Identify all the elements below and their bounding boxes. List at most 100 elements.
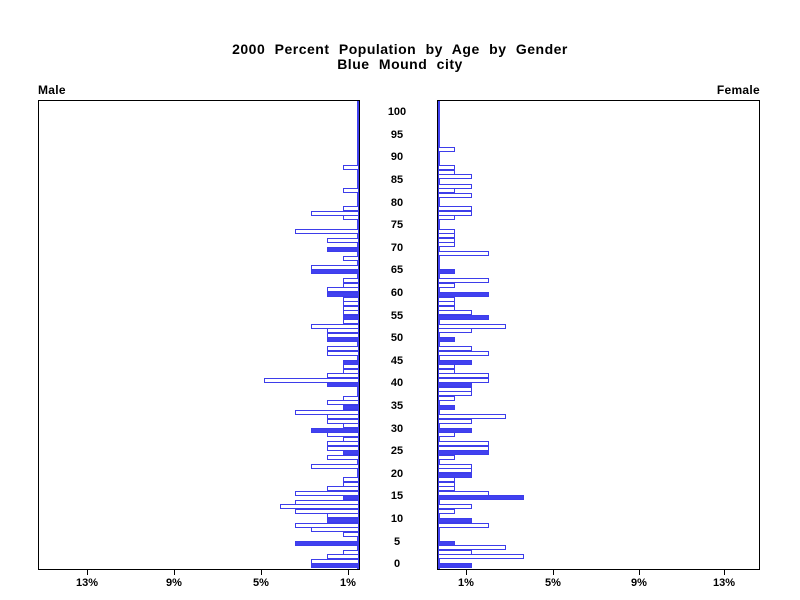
age-label-15: 15 <box>390 490 404 502</box>
age-label-90: 90 <box>390 151 404 163</box>
female-bar-age-53 <box>438 324 506 329</box>
female-bar-age-87 <box>438 170 455 175</box>
female-bar-age-92 <box>438 147 455 152</box>
female-bar-age-18 <box>438 482 455 487</box>
male-bar-age-16 <box>295 491 359 496</box>
age-label-40: 40 <box>390 377 404 389</box>
male-bar-age-60 <box>327 292 359 297</box>
female-bar-age-24 <box>438 455 455 460</box>
female-bar-age-60 <box>438 292 489 297</box>
female-tick-label-5%: 5% <box>545 577 561 589</box>
male-bar-age-55 <box>343 315 359 320</box>
female-bar-age-69 <box>438 251 489 256</box>
male-bar-age-79 <box>343 206 359 211</box>
age-label-85: 85 <box>390 174 404 186</box>
male-bar-age-14 <box>295 500 359 505</box>
age-label-100: 100 <box>387 106 407 118</box>
male-bar-age-43 <box>343 369 359 374</box>
male-tick-label-1%: 1% <box>340 577 356 589</box>
female-bar-age-55 <box>438 315 489 320</box>
female-bar-age-72 <box>438 238 455 243</box>
male-bar-age-68 <box>343 256 359 261</box>
male-bar-age-78 <box>311 211 359 216</box>
female-bar-age-56 <box>438 310 472 315</box>
female-bar-age-10 <box>438 518 472 523</box>
male-tick-13% <box>87 570 88 575</box>
male-bar-age-26 <box>327 446 359 451</box>
age-label-65: 65 <box>390 264 404 276</box>
female-bar-age-50 <box>438 337 455 342</box>
age-label-25: 25 <box>390 445 404 457</box>
male-bar-age-53 <box>311 324 359 329</box>
chart-subtitle: Blue Mound city <box>337 56 463 72</box>
chart-title: 2000 Percent Population by Age by Gender <box>232 41 568 57</box>
female-bar-age-65 <box>438 269 455 274</box>
age-label-30: 30 <box>390 423 404 435</box>
male-bar-age-30 <box>311 428 359 433</box>
male-tick-5% <box>261 570 262 575</box>
age-label-20: 20 <box>390 468 404 480</box>
female-bar-age-41 <box>438 378 489 383</box>
age-label-95: 95 <box>390 129 404 141</box>
male-bar-age-62 <box>343 283 359 288</box>
male-tick-label-9%: 9% <box>166 577 182 589</box>
female-bar-age-4 <box>438 545 506 550</box>
female-bar-age-26 <box>438 446 489 451</box>
female-bar-age-63 <box>438 278 489 283</box>
age-label-70: 70 <box>390 242 404 254</box>
female-bars-panel <box>437 100 760 570</box>
male-bar-age-45 <box>343 360 359 365</box>
male-bar-age-83 <box>343 188 359 193</box>
male-bar-age-57 <box>343 306 359 311</box>
female-bar-age-57 <box>438 306 455 311</box>
female-bar-age-20 <box>438 473 472 478</box>
female-bar-age-0 <box>438 563 472 568</box>
male-bar-age-74 <box>295 229 359 234</box>
female-bar-age-22 <box>438 464 472 469</box>
age-label-75: 75 <box>390 219 404 231</box>
male-panel-label: Male <box>38 83 66 97</box>
female-bar-age-9 <box>438 523 489 528</box>
male-bar-age-70 <box>327 247 359 252</box>
male-bar-age-7 <box>343 532 359 537</box>
age-label-0: 0 <box>393 558 401 570</box>
age-label-35: 35 <box>390 400 404 412</box>
male-bar-age-66 <box>311 265 359 270</box>
age-label-50: 50 <box>390 332 404 344</box>
male-bar-age-37 <box>343 396 359 401</box>
male-bar-age-41 <box>264 378 359 383</box>
male-tick-9% <box>174 570 175 575</box>
female-bar-age-62 <box>438 283 455 288</box>
male-bar-age-9 <box>295 523 359 528</box>
female-tick-5% <box>553 570 554 575</box>
age-label-5: 5 <box>393 536 401 548</box>
male-bar-age-63 <box>343 278 359 283</box>
female-bar-age-2 <box>438 554 524 559</box>
female-bar-age-78 <box>438 211 472 216</box>
male-bar-age-47 <box>327 351 359 356</box>
female-tick-1% <box>466 570 467 575</box>
age-label-45: 45 <box>390 355 404 367</box>
female-bar-age-39 <box>438 387 472 392</box>
male-bar-age-22 <box>311 464 359 469</box>
male-bar-age-48 <box>327 346 359 351</box>
female-tick-13% <box>724 570 725 575</box>
female-bar-age-48 <box>438 346 472 351</box>
male-bar-age-24 <box>327 455 359 460</box>
male-bar-age-88 <box>343 165 359 170</box>
female-bar-age-82 <box>438 193 472 198</box>
female-bar-age-42 <box>438 373 489 378</box>
female-bar-age-3 <box>438 550 472 555</box>
female-bar-age-88 <box>438 165 455 170</box>
male-bar-age-12 <box>295 509 359 514</box>
male-bars-panel <box>38 100 360 570</box>
male-tick-label-5%: 5% <box>253 577 269 589</box>
male-bar-age-59 <box>343 297 359 302</box>
male-tick-label-13%: 13% <box>75 577 99 589</box>
male-bar-age-35 <box>343 405 359 410</box>
female-bar-age-79 <box>438 206 472 211</box>
female-bar-age-84 <box>438 184 472 189</box>
female-bar-age-32 <box>438 419 472 424</box>
female-bar-age-37 <box>438 396 455 401</box>
